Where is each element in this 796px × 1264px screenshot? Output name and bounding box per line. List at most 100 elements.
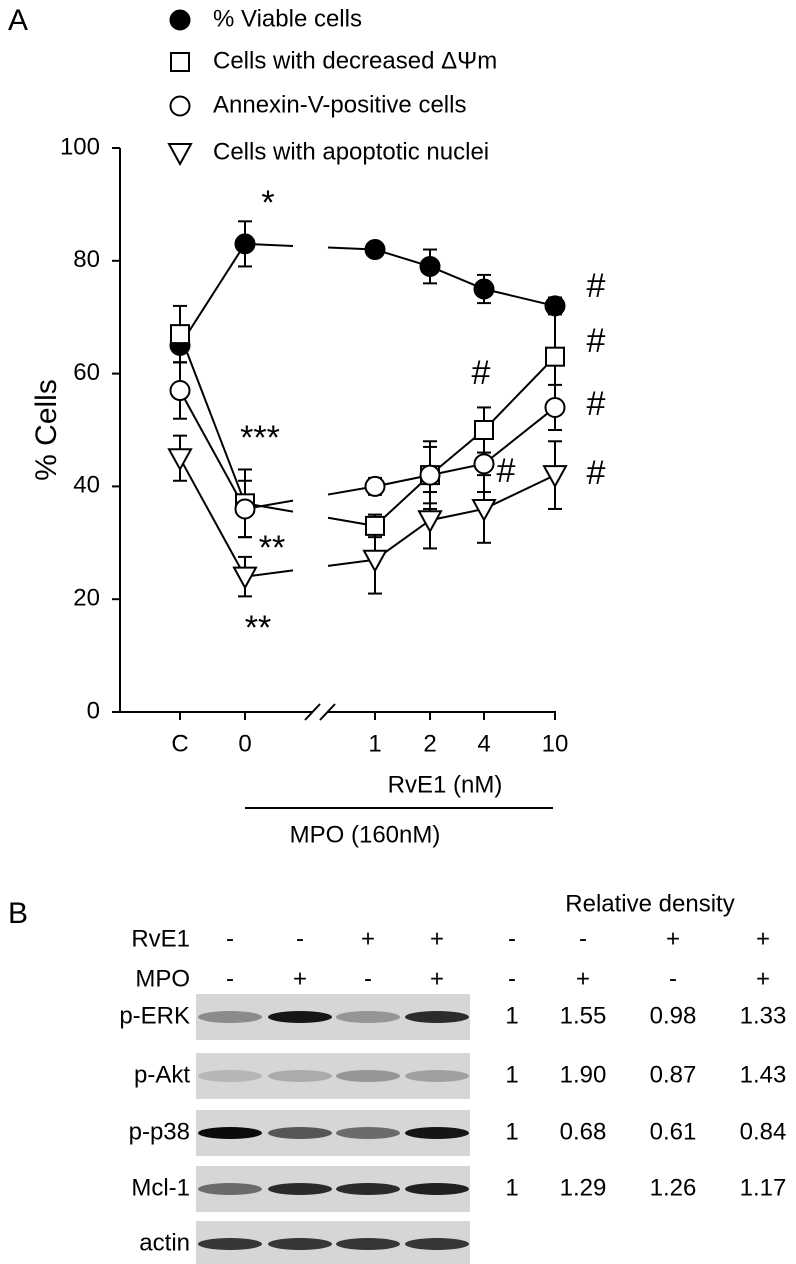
sign: - (508, 965, 516, 992)
series-line (179, 457, 246, 578)
axis-break (319, 703, 336, 721)
point (474, 420, 494, 440)
row-label: Mcl-1 (131, 1174, 190, 1201)
break-stub (327, 558, 376, 567)
band (405, 1011, 469, 1023)
annotation: # (497, 452, 516, 490)
point (364, 239, 386, 261)
legend-marker (167, 143, 193, 167)
row-label: actin (139, 1229, 190, 1256)
legend-marker (170, 52, 190, 72)
point (545, 346, 565, 367)
series-line (374, 474, 556, 561)
sign: - (364, 965, 372, 992)
x-tick-label: 1 (368, 730, 381, 757)
y-tick-label: 60 (73, 359, 100, 386)
point (471, 498, 497, 523)
density-value: 0.68 (560, 1118, 607, 1145)
point (544, 396, 566, 418)
band (268, 1011, 332, 1023)
legend-label: Cells with decreased ΔΨm (213, 47, 497, 74)
sign: + (430, 925, 444, 952)
y-axis-label: % Cells (30, 379, 63, 481)
band (405, 1183, 469, 1195)
x-tick-label: 10 (542, 730, 569, 757)
point (234, 498, 256, 520)
band (198, 1070, 262, 1082)
band (405, 1070, 469, 1082)
point (365, 515, 385, 536)
sign: - (226, 925, 234, 952)
x-tick-label: C (171, 730, 188, 757)
point (419, 255, 441, 277)
condition-label: RvE1 (131, 925, 190, 952)
sign: + (293, 965, 307, 992)
point (170, 324, 190, 345)
point (473, 278, 495, 300)
series-line (374, 406, 556, 488)
density-value: 0.98 (650, 1002, 697, 1029)
density-value: 1.33 (740, 1002, 787, 1029)
legend-label: % Viable cells (213, 5, 362, 32)
density-value: 1.90 (560, 1061, 607, 1088)
panel-label: A (8, 4, 28, 37)
y-tick-label: 80 (73, 246, 100, 273)
panel-label: B (8, 897, 28, 930)
annotation: * (261, 184, 274, 222)
series-line (179, 390, 246, 510)
annotation: # (587, 322, 606, 360)
band (336, 1183, 400, 1195)
point (169, 380, 191, 402)
band (336, 1011, 400, 1023)
y-tick-label: 20 (73, 585, 100, 612)
annotation: # (472, 354, 491, 392)
sign: - (508, 925, 516, 952)
legend-marker (169, 95, 191, 117)
density-value: 1.17 (740, 1174, 787, 1201)
density-value: 1 (505, 1061, 518, 1088)
density-value: 1 (505, 1118, 518, 1145)
band (336, 1127, 400, 1139)
sign: + (576, 965, 590, 992)
row-label: p-ERK (119, 1002, 190, 1029)
sign: + (430, 965, 444, 992)
point (362, 549, 388, 573)
density-value: 1.55 (560, 1002, 607, 1029)
point (544, 295, 566, 317)
band (198, 1183, 262, 1195)
density-value: 0.61 (650, 1118, 697, 1145)
annotation: # (587, 385, 606, 423)
density-value: 0.87 (650, 1061, 697, 1088)
point (234, 233, 256, 255)
density-value: 0.84 (740, 1118, 787, 1145)
band (405, 1238, 469, 1250)
point (232, 566, 258, 590)
band (198, 1127, 262, 1139)
density-value: 1.26 (650, 1174, 697, 1201)
density-value: 1.43 (740, 1061, 787, 1088)
y-tick-label: 0 (87, 697, 100, 724)
row-label: p-Akt (134, 1061, 190, 1088)
band (336, 1070, 400, 1082)
sign: - (226, 965, 234, 992)
band (198, 1238, 262, 1250)
axis-break (304, 703, 321, 721)
annotation: # (587, 267, 606, 305)
annotation: # (587, 454, 606, 492)
x-axis-label: MPO (160nM) (290, 821, 441, 848)
point (473, 453, 495, 475)
series-line (374, 248, 556, 307)
legend-label: Annexin-V-positive cells (213, 91, 466, 118)
band (268, 1127, 332, 1139)
annotation: *** (240, 419, 280, 457)
band (336, 1238, 400, 1250)
y-tick-label: 100 (60, 133, 100, 160)
sign: + (756, 925, 770, 952)
row-label: p-p38 (129, 1118, 190, 1145)
density-value: 1 (505, 1174, 518, 1201)
sign: - (579, 925, 587, 952)
sign: + (666, 925, 680, 952)
point (364, 475, 386, 497)
series-line (179, 333, 246, 504)
